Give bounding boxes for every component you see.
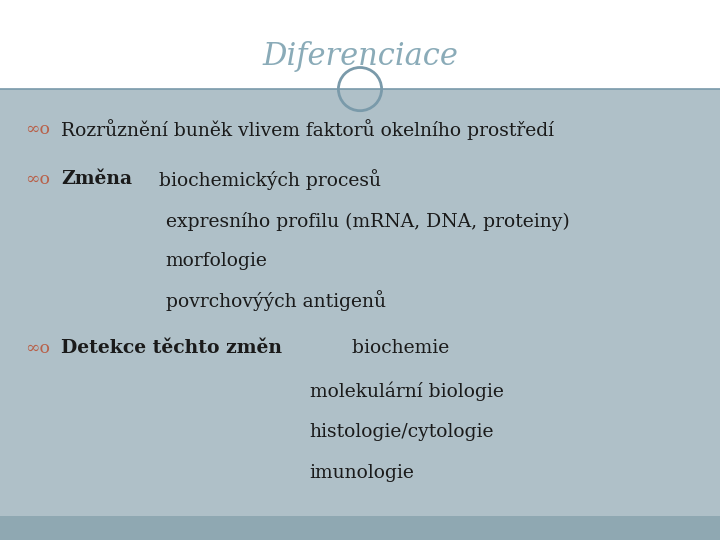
Bar [0,0,720,89]
Text: biochemie: biochemie [346,339,449,357]
Text: imunologie: imunologie [310,463,415,482]
Text: ∞o: ∞o [25,171,50,188]
Text: histologie/cytologie: histologie/cytologie [310,423,494,441]
Text: ∞o: ∞o [25,121,50,138]
Text: Změna: Změna [61,170,132,188]
Text: biochemických procesů: biochemických procesů [153,169,381,190]
Text: Diferenciace: Diferenciace [262,41,458,72]
Bar [0,516,720,540]
Text: Rozrůznění buněk vlivem faktorů okelního prostředí: Rozrůznění buněk vlivem faktorů okelního… [61,119,554,140]
Text: expresního profilu (mRNA, DNA, proteiny): expresního profilu (mRNA, DNA, proteiny) [166,212,570,231]
Bar [0,89,720,540]
Text: ∞o: ∞o [25,340,50,357]
Text: morfologie: morfologie [166,252,267,270]
Text: molekulární biologie: molekulární biologie [310,382,503,401]
Text: Detekce těchto změn: Detekce těchto změn [61,339,282,357]
Text: povrchovýých antigenů: povrchovýých antigenů [166,290,386,310]
